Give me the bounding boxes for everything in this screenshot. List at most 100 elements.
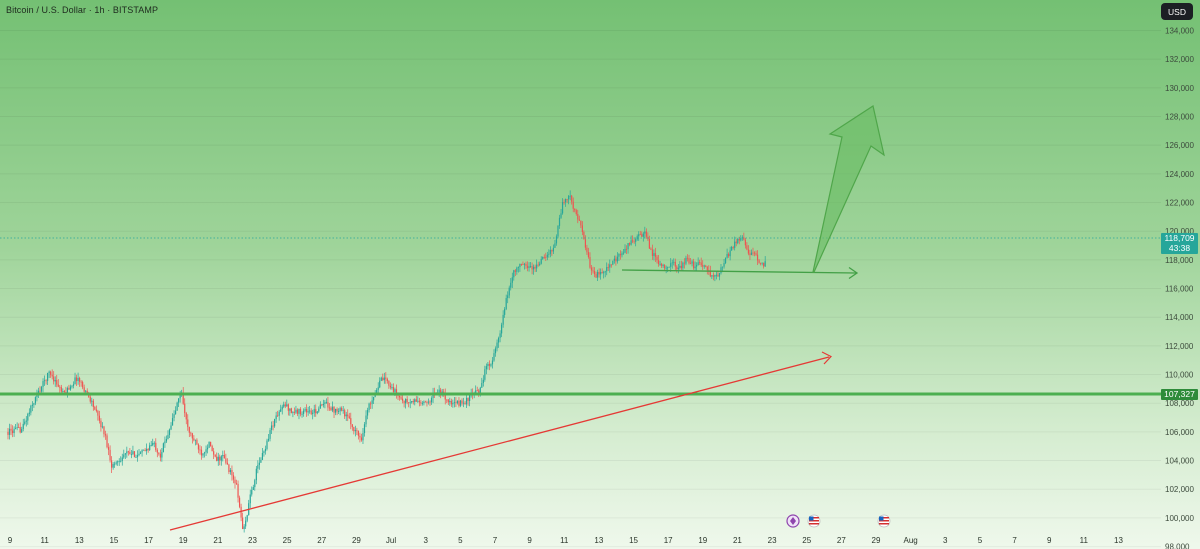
x-tick-label: 3 <box>943 536 948 545</box>
candle-body <box>392 387 395 392</box>
candle-body <box>272 425 274 427</box>
y-tick-label: 116,000 <box>1165 285 1194 294</box>
candle-body <box>213 451 215 455</box>
candle-body <box>621 253 623 256</box>
candle-body <box>400 397 402 399</box>
x-tick-label: 23 <box>768 536 777 545</box>
candle-body <box>467 397 469 401</box>
candle-body <box>523 263 526 265</box>
candle-body <box>19 427 21 433</box>
candle-body <box>194 439 196 441</box>
candle-body <box>382 377 384 381</box>
crypto-event-icon[interactable] <box>786 514 800 528</box>
candle-body <box>342 410 344 412</box>
candle-body <box>525 263 527 266</box>
candle-body <box>606 267 608 272</box>
candle-body <box>252 487 254 491</box>
candles <box>7 190 766 533</box>
candle-body <box>625 248 628 250</box>
currency-button[interactable]: USD <box>1161 3 1193 20</box>
candle-body <box>680 265 682 269</box>
y-tick-label: 100,000 <box>1165 514 1194 523</box>
candle-body <box>389 385 391 388</box>
candle-body <box>589 257 591 268</box>
candle-body <box>325 402 328 403</box>
candle-body <box>557 225 559 237</box>
candle-body <box>162 443 164 453</box>
candle-body <box>755 253 757 255</box>
candle-body <box>114 463 116 465</box>
candle-body <box>21 429 23 433</box>
candle-body <box>263 451 265 454</box>
candle-body <box>260 459 262 463</box>
candle-body <box>141 450 143 453</box>
candle-body <box>456 400 459 404</box>
candle-body <box>712 275 714 277</box>
candle-body <box>545 257 547 258</box>
candle-body <box>337 411 340 412</box>
candle-body <box>214 454 216 457</box>
candle-body <box>398 396 401 398</box>
candle-body <box>91 400 93 402</box>
candle-body <box>63 390 65 393</box>
candle-body <box>139 452 142 454</box>
candle-body <box>371 400 373 404</box>
x-tick-label: 9 <box>527 536 532 545</box>
support-level-badge: 107,327 <box>1161 389 1198 400</box>
candle-body <box>283 404 285 407</box>
candle-body <box>277 415 279 417</box>
candle-body <box>446 399 448 401</box>
candle-body <box>226 462 228 465</box>
candle-body <box>430 398 433 403</box>
candle-body <box>359 435 361 438</box>
range-arrow-line[interactable] <box>621 269 857 274</box>
candle-body <box>490 364 492 366</box>
candle-body <box>197 444 200 450</box>
x-tick-label: 23 <box>248 536 257 545</box>
candle-body <box>566 199 568 200</box>
trend-line[interactable] <box>169 356 830 531</box>
candle-body <box>603 272 605 274</box>
candle-body <box>75 377 78 382</box>
candle-body <box>568 196 570 200</box>
candle-body <box>692 261 695 269</box>
candle-body <box>676 266 678 270</box>
candle-body <box>219 456 221 461</box>
candle-body <box>724 257 727 264</box>
symbol-title[interactable]: Bitcoin / U.S. Dollar · 1h · BITSTAMP <box>6 5 159 15</box>
candle-body <box>242 517 244 529</box>
candle-body <box>270 425 273 430</box>
candle-body <box>228 464 230 473</box>
candle-body <box>376 389 378 393</box>
candle-body <box>493 353 495 361</box>
candle-body <box>610 264 612 266</box>
candle-body <box>543 256 545 258</box>
us-flag-icon[interactable] <box>807 514 821 528</box>
candle-body <box>129 451 131 455</box>
x-tick-label: Jul <box>386 536 396 545</box>
x-tick-label: 17 <box>664 536 673 545</box>
candle-body <box>344 410 346 417</box>
candle-body <box>569 195 571 197</box>
us-flag-icon[interactable] <box>877 514 891 528</box>
candle-body <box>225 458 227 463</box>
candle-body <box>185 413 187 420</box>
candle-body <box>205 449 207 453</box>
candle-body <box>328 407 331 409</box>
candle-body <box>304 409 306 411</box>
candle-body <box>612 260 614 265</box>
candle-body <box>254 480 256 488</box>
candle-body <box>191 433 193 439</box>
x-tick-label: 21 <box>213 536 222 545</box>
candle-body <box>82 382 84 388</box>
candle-body <box>292 411 294 413</box>
candle-body <box>388 381 390 386</box>
candle-body <box>615 258 617 262</box>
candle-body <box>715 274 718 276</box>
candle-body <box>429 401 431 403</box>
candle-body <box>653 253 655 256</box>
candle-body <box>62 390 64 392</box>
candle-body <box>764 261 766 267</box>
bullish-projection-arrow[interactable] <box>812 105 885 273</box>
